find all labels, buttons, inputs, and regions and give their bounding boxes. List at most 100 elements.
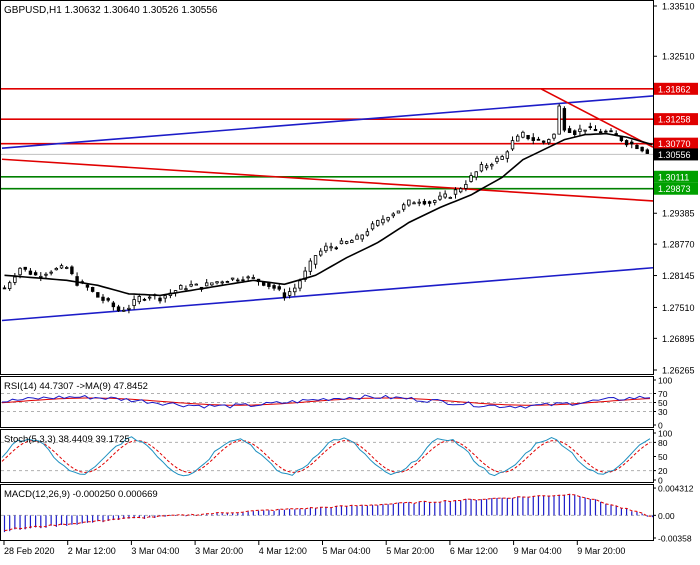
candle-body <box>448 197 453 199</box>
candle-body <box>464 184 468 189</box>
macd-axis: 0.004312 0.00 -0.00358 <box>653 484 694 544</box>
candle-body <box>453 189 458 195</box>
candle-body <box>101 296 105 301</box>
candle-body <box>70 266 74 275</box>
candle-body <box>407 199 411 206</box>
candle-body <box>609 130 613 133</box>
candle-body <box>267 283 271 287</box>
sub-tick-label: 20 <box>658 466 668 476</box>
candle-body <box>360 234 364 240</box>
price-tick-label: 1.28770 <box>662 240 695 250</box>
candle-body <box>96 292 100 298</box>
channel-lower-line <box>1 266 654 322</box>
moving-average <box>4 132 653 297</box>
candle-body <box>526 134 530 140</box>
candle-body <box>39 275 43 278</box>
candle-body <box>521 131 525 138</box>
ma-line <box>4 132 653 297</box>
macd-panel: 0.004312 0.00 -0.00358 MACD(12,26,9) -0.00… <box>0 484 694 544</box>
red-diagonal-upper-line <box>540 88 654 148</box>
candle-body <box>132 299 136 306</box>
candle-body <box>116 306 121 312</box>
candle-body <box>645 149 650 154</box>
candle-body <box>147 296 152 299</box>
candle-body <box>163 295 167 299</box>
candle-body <box>122 309 126 312</box>
candle-body <box>573 130 577 135</box>
candle-body <box>567 128 572 133</box>
candle-body <box>505 151 510 159</box>
candle-body <box>23 266 27 270</box>
candle-body <box>215 281 219 284</box>
price-axis: 1.33510 1.32510 1.29385 1.28770 1.28145 1.275… <box>653 2 695 376</box>
time-tick-label: 9 Mar 20:00 <box>577 546 625 556</box>
candle-body <box>334 247 338 250</box>
price-tick-label: 1.29385 <box>662 209 695 219</box>
candle-body <box>510 140 515 150</box>
sub-tick-label: 0.004312 <box>658 484 694 494</box>
candle-body <box>324 245 328 252</box>
rsi-line <box>1 394 651 409</box>
level-label: 1.30770 <box>658 139 691 149</box>
price-tick-label: 1.27510 <box>662 303 695 313</box>
candle-body <box>516 135 520 142</box>
price-tick-label: 1.28145 <box>662 271 695 281</box>
candle-body <box>490 164 494 167</box>
candle-body <box>381 218 385 224</box>
level-label-bg <box>654 137 698 150</box>
time-tick-label: 3 Mar 20:00 <box>195 546 243 556</box>
candle-body <box>593 128 598 132</box>
level-label-bg <box>654 113 698 126</box>
macd-panel-title: MACD(12,26,9) -0.000250 0.000669 <box>4 489 158 500</box>
time-tick-label: 6 Mar 12:00 <box>450 546 498 556</box>
candle-body <box>287 291 292 296</box>
sub-tick-label: 100 <box>658 429 672 439</box>
candle-body <box>469 175 473 182</box>
candle-body <box>54 267 59 271</box>
candle-body <box>49 271 53 274</box>
sub-tick-label: 30 <box>658 407 668 417</box>
candle-body <box>298 280 302 289</box>
sub-tick-label: 100 <box>658 376 672 386</box>
level-label: 1.29873 <box>658 184 691 194</box>
candle-body <box>541 140 546 143</box>
candle-body <box>630 141 634 145</box>
candle-body <box>500 156 504 160</box>
level-label: 1.31258 <box>658 115 691 125</box>
level-label: 1.30111 <box>658 172 689 182</box>
candle-body <box>246 276 250 279</box>
rsi-panel-title: RSI(14) 44.7307 ->MA(9) 47.8452 <box>4 381 148 392</box>
candle-body <box>598 131 603 134</box>
candle-body <box>547 139 551 144</box>
sub-tick-label: 0.00 <box>658 511 675 521</box>
sub-tick-label: -0.00358 <box>658 534 692 544</box>
candle-body <box>376 220 380 226</box>
candle-body <box>277 286 281 290</box>
candle-body <box>604 130 608 133</box>
candle-body <box>578 128 582 132</box>
candles <box>2 103 650 314</box>
candle-body <box>127 307 131 310</box>
candle-body <box>179 285 183 290</box>
candle-body <box>241 279 245 282</box>
rsi-lines <box>1 393 653 412</box>
level-label-bg <box>654 170 698 183</box>
time-tick-label: 4 Mar 12:00 <box>259 546 307 556</box>
candle-body <box>282 292 287 299</box>
candle-body <box>137 296 141 303</box>
candle-body <box>344 241 349 244</box>
sub-tick-label: 70 <box>658 389 668 399</box>
candle-body <box>391 213 395 217</box>
time-tick-label: 9 Mar 04:00 <box>514 546 562 556</box>
sub-tick-label: 0 <box>658 476 663 486</box>
candle-body <box>210 282 214 286</box>
time-tick-label: 2 Mar 12:00 <box>68 546 116 556</box>
sub-tick-label: 0 <box>658 421 663 431</box>
candle-body <box>396 210 401 214</box>
candle-body <box>90 286 95 292</box>
candle-body <box>158 297 162 302</box>
sub-tick-label: 80 <box>658 438 668 448</box>
